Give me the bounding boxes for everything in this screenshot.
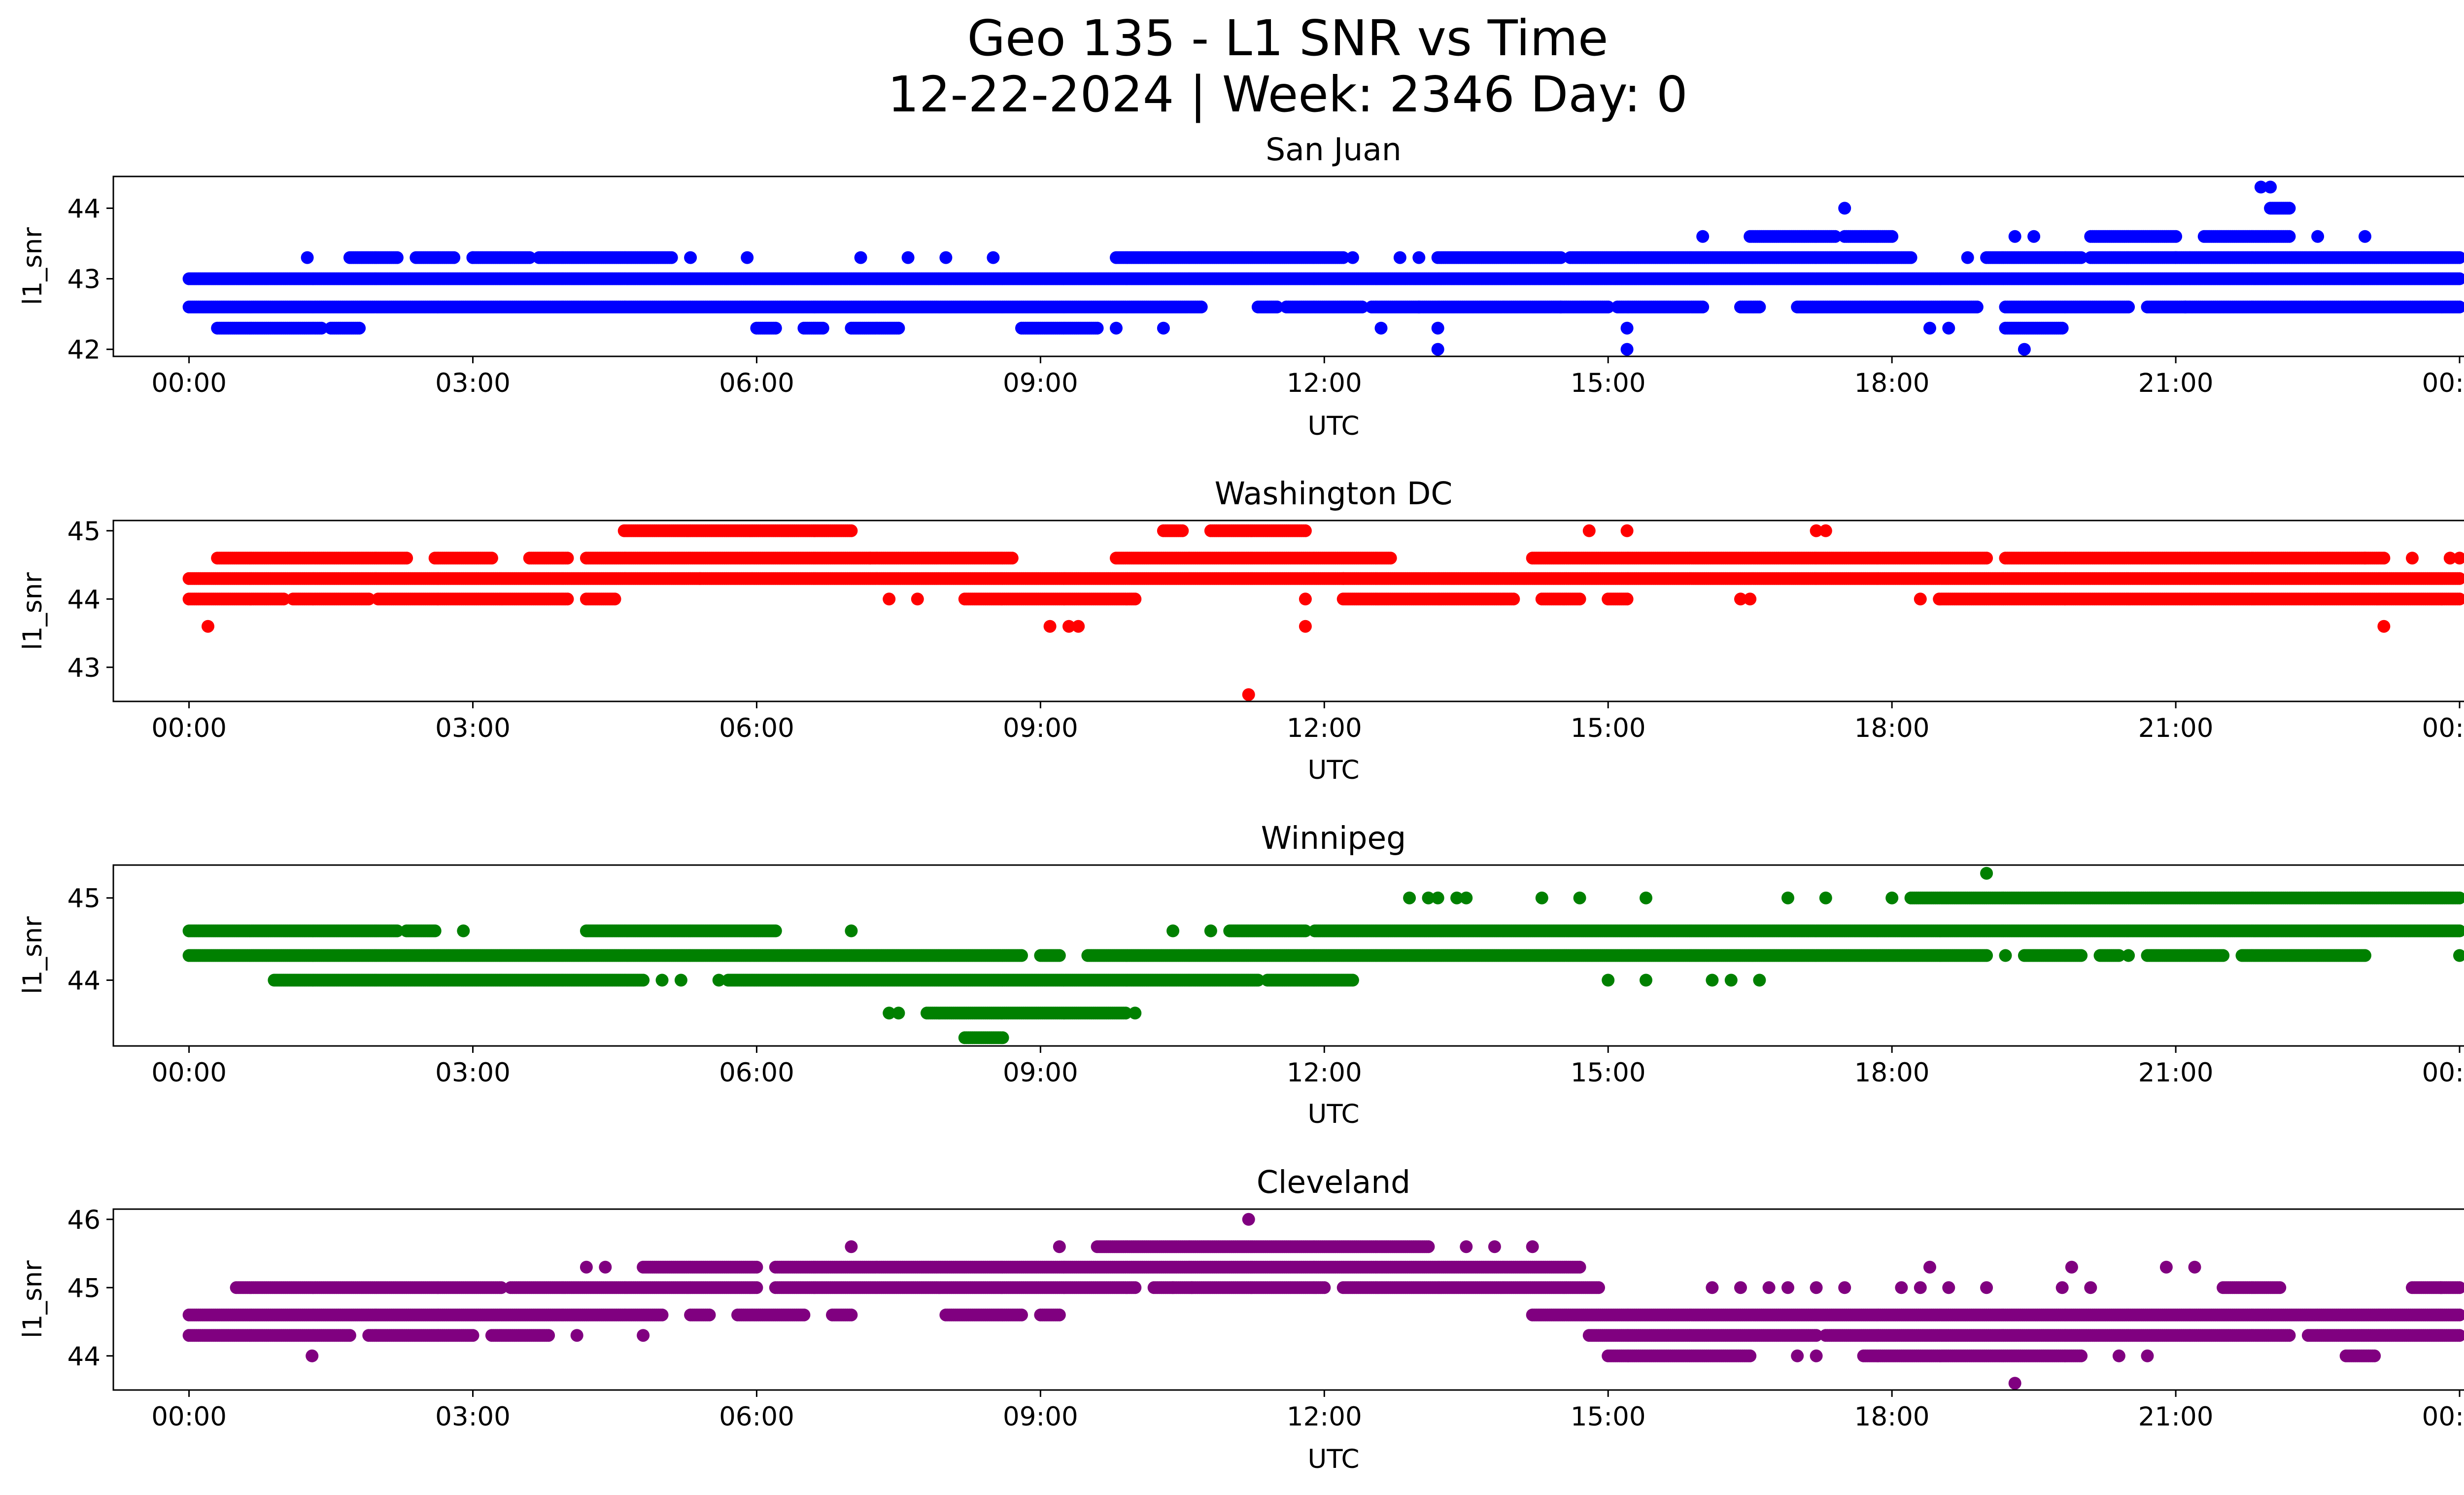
x-tick-label: 06:00	[719, 368, 794, 398]
data-point	[1346, 251, 1359, 264]
data-point	[816, 321, 829, 335]
y-tick-label: 44	[68, 194, 101, 224]
data-point	[2283, 230, 2296, 243]
data-point	[1696, 230, 1710, 243]
x-tick-label: 03:00	[435, 368, 511, 398]
x-tick-label: 18:00	[1854, 368, 1930, 398]
x-tick-label: 15:00	[1571, 368, 1646, 398]
x-tick-label: 00:00	[2422, 368, 2464, 398]
data-point	[1942, 321, 1955, 335]
data-point	[892, 321, 905, 335]
points-layer	[182, 180, 2464, 356]
y-tick-label: 43	[68, 265, 101, 295]
data-point	[854, 251, 867, 264]
data-point	[1554, 300, 1568, 313]
data-point	[2008, 230, 2021, 243]
data-point	[1620, 343, 1634, 356]
data-point	[2169, 251, 2183, 264]
x-tick-label: 12:00	[1287, 368, 1362, 398]
data-point	[1195, 300, 1208, 313]
data-point	[466, 251, 479, 264]
points-layer	[182, 524, 2464, 701]
x-axis-label: UTC	[1307, 411, 1359, 441]
data-point	[1412, 251, 1426, 264]
subplot-san-juan: San Juan 00:00 03:00 06:00 09:00 12:00 15:00 1…	[18, 132, 2464, 441]
axes-frame	[112, 175, 2464, 357]
subplot-title: San Juan	[1266, 132, 1402, 168]
data-point	[1431, 321, 1444, 335]
data-point	[1157, 321, 1170, 335]
data-point	[2359, 230, 2371, 243]
data-point	[2179, 300, 2192, 313]
data-point	[684, 251, 697, 264]
data-point	[1374, 321, 1388, 335]
data-point	[1110, 321, 1123, 335]
x-tick-label: 00:00	[151, 368, 227, 398]
data-point	[665, 251, 678, 264]
data-point	[301, 251, 314, 264]
data-point	[1696, 300, 1710, 313]
data-point	[939, 251, 953, 264]
subplot-washington-dc: Washington DC 00:00 03:00 06:00 09:00 12:00 1…	[18, 476, 2464, 785]
y-tick-label: 42	[68, 335, 101, 365]
data-point	[1885, 230, 1899, 243]
data-point	[2264, 180, 2277, 194]
ticks-layer: 00:00 03:00 06:00 09:00 12:00 15:00 18:00 21:00…	[68, 194, 2464, 398]
data-point	[447, 251, 461, 264]
data-point	[769, 321, 782, 335]
data-point	[1620, 321, 1634, 335]
data-point	[1970, 300, 1984, 313]
data-point	[390, 251, 404, 264]
x-tick-label: 09:00	[1003, 368, 1078, 398]
y-axis-label: l1_snr	[18, 227, 48, 305]
data-point	[1838, 202, 1851, 215]
data-point	[1393, 251, 1406, 264]
data-point	[901, 251, 915, 264]
data-point	[2311, 230, 2325, 243]
data-point	[1753, 300, 1766, 313]
data-point	[1961, 251, 1974, 264]
x-tick-label: 21:00	[2138, 368, 2214, 398]
data-point	[2018, 343, 2031, 356]
suptitle-line-2: 12-22-2024 | Week: 2346 Day: 0	[888, 66, 1687, 123]
data-point	[561, 592, 574, 606]
data-point	[353, 321, 366, 335]
data-point	[1091, 321, 1104, 335]
subplot-title: Washington DC	[1215, 476, 1453, 512]
data-point	[987, 251, 1000, 264]
data-point	[1431, 343, 1444, 356]
data-point	[741, 251, 754, 264]
data-point	[1904, 251, 1917, 264]
data-point	[2055, 321, 2069, 335]
data-point	[608, 592, 621, 606]
data-point	[2169, 230, 2183, 243]
suptitle-line-1: Geo 135 - L1 SNR vs Time	[967, 9, 1608, 67]
data-point	[1923, 321, 1936, 335]
data-point	[2027, 230, 2041, 243]
data-point	[2283, 202, 2296, 215]
data-point	[2122, 300, 2135, 313]
data-point	[1412, 300, 1426, 313]
